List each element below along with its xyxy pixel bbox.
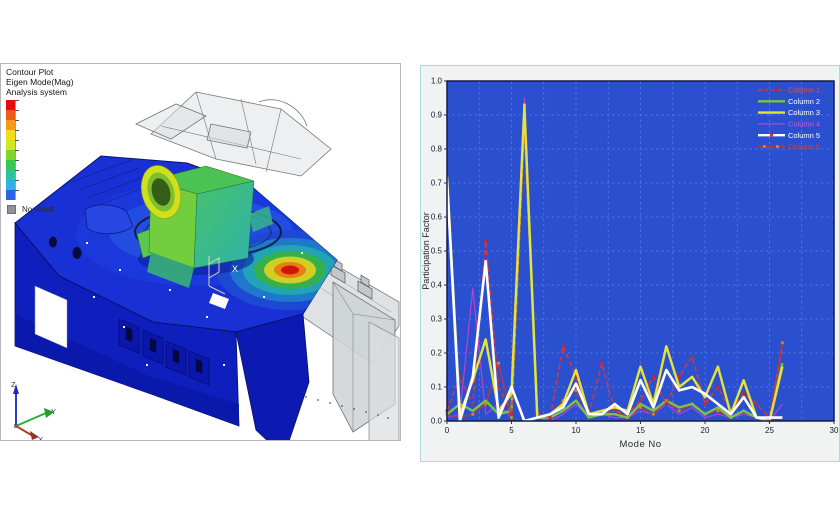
- x-tick-label: 20: [701, 426, 710, 435]
- wireframe-rear-structure: [135, 91, 332, 177]
- colorbar-segment: [6, 100, 16, 110]
- y-tick-label: 0.8: [431, 145, 443, 154]
- series-line-column-1: [446, 124, 784, 419]
- yellow-ring: [140, 165, 182, 219]
- no-result-swatch-icon: [7, 205, 16, 214]
- contour-colorbar: [6, 100, 19, 200]
- legend-item-column-4[interactable]: Column 4: [758, 120, 820, 129]
- x-tick-label: 15: [636, 426, 645, 435]
- legend-item-column-3[interactable]: Column 3: [758, 108, 820, 117]
- y-tick-label: 0.1: [431, 383, 443, 392]
- colorbar-segment: [6, 110, 16, 120]
- colorbar-segment: [6, 180, 16, 190]
- triad-x-label: X: [38, 435, 43, 440]
- participation-chart-panel[interactable]: 0 5 10 15 20 25 30 0.0 0.1 0.2 0.3 0.4 0.5 0.6 0.7 0.8 0…: [420, 65, 840, 462]
- series-line-column-2: [446, 113, 784, 423]
- y-tick-label: 0.0: [431, 417, 443, 426]
- x-tick-label: 25: [765, 426, 774, 435]
- x-axis-label: Mode No: [619, 439, 661, 450]
- contour-result-type: Eigen Mode(Mag): [6, 77, 74, 87]
- y-tick-label: 0.9: [431, 111, 443, 120]
- x-marker-label: X: [232, 264, 238, 274]
- legend-label: Column 2: [788, 97, 820, 106]
- legend-label: Column 4: [788, 120, 820, 129]
- legend-label: Column 3: [788, 108, 820, 117]
- y-tick-label: 0.4: [431, 281, 443, 290]
- x-tick-label: 30: [830, 426, 839, 435]
- triad-y-label: Y: [51, 407, 56, 416]
- no-result-row: No result: [7, 205, 54, 214]
- y-tick-label: 0.7: [431, 179, 443, 188]
- colorbar-segment: [6, 140, 16, 150]
- legend-item-column-1[interactable]: Column 1: [758, 86, 820, 95]
- x-tick-label: 0: [445, 426, 450, 435]
- y-tick-label: 1.0: [431, 77, 443, 86]
- legend-label: Column 6: [788, 142, 820, 151]
- legend-item-column-6[interactable]: Column 6: [758, 142, 820, 151]
- triad-z-label: Z: [11, 380, 16, 389]
- grid-lines: [447, 81, 834, 421]
- legend-label: Column 5: [788, 131, 820, 140]
- fea-model[interactable]: X Z Y X: [1, 64, 400, 440]
- x-tick-label: 5: [509, 426, 514, 435]
- colorbar-segment: [6, 130, 16, 140]
- x-tick-label: 10: [572, 426, 581, 435]
- y-tick-label: 0.6: [431, 213, 443, 222]
- colorbar-segment: [6, 150, 16, 160]
- rivet-dots: [305, 396, 389, 419]
- y-tick-label: 0.2: [431, 349, 443, 358]
- legend-item-column-5[interactable]: Column 5: [758, 131, 820, 140]
- contour-system: Analysis system: [6, 87, 67, 97]
- legend-item-column-2[interactable]: Column 2: [758, 97, 820, 106]
- chart-legend: Column 1 Column 2 Column 3 Column 4 Column 5…: [758, 86, 820, 151]
- colorbar-segment: [6, 160, 16, 170]
- no-result-label: No result: [22, 205, 55, 214]
- orientation-triad: Z Y X: [11, 380, 56, 440]
- colorbar-segment: [6, 170, 16, 180]
- green-mount: [136, 165, 273, 288]
- series-line-column-5: [445, 179, 783, 423]
- colorbar-segment: [6, 190, 16, 200]
- participation-chart[interactable]: 0 5 10 15 20 25 30 0.0 0.1 0.2 0.3 0.4 0.5 0.6 0.7 0.8 0…: [421, 66, 839, 461]
- hull-front-face: [14, 221, 310, 440]
- contour-viewport[interactable]: Contour Plot Eigen Mode(Mag) Analysis sy…: [0, 63, 401, 441]
- y-axis-label: Participation Factor: [421, 212, 431, 290]
- contour-legend-header: Contour Plot Eigen Mode(Mag) Analysis sy…: [6, 67, 74, 97]
- contour-title: Contour Plot: [6, 67, 54, 77]
- legend-label: Column 1: [788, 86, 820, 95]
- y-tick-label: 0.5: [431, 247, 443, 256]
- measure-marks: X: [86, 242, 303, 366]
- y-tick-label: 0.3: [431, 315, 443, 324]
- deck-pod: [84, 204, 134, 235]
- colorbar-segment: [6, 120, 16, 130]
